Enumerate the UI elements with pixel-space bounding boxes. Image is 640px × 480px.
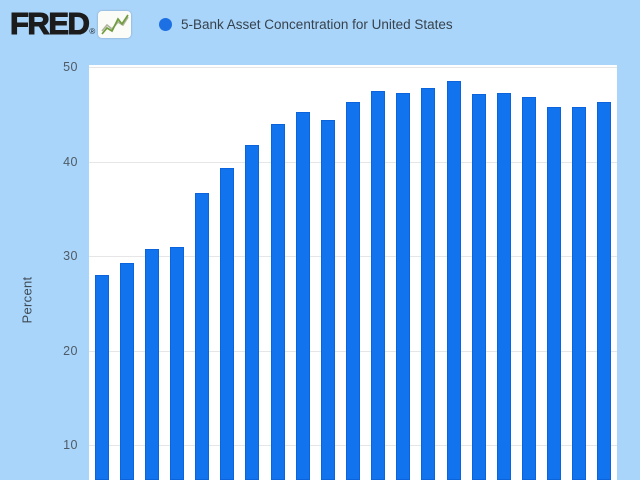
bar[interactable] [597,101,612,480]
bar[interactable] [522,97,536,480]
bar[interactable] [270,123,285,480]
bar[interactable] [320,119,335,480]
y-tick-label: 20 [63,343,78,358]
bar[interactable] [547,106,562,480]
legend-item[interactable]: 5-Bank Asset Concentration for United St… [159,16,453,32]
bar[interactable] [195,192,210,480]
bar[interactable] [421,87,436,480]
bar[interactable] [295,112,310,480]
y-tick-label: 10 [63,438,78,452]
bar[interactable] [94,274,109,480]
series-marker-icon [159,17,172,31]
line-chart-icon [98,10,132,38]
y-tick-label: 50 [63,60,78,74]
y-tick-label: 30 [63,249,78,263]
legend-label: 5-Bank Asset Concentration for United St… [181,16,453,32]
bar[interactable] [220,168,235,480]
registered-trademark-icon: ® [89,27,96,36]
gridline [89,67,617,68]
y-axis-title: Percent [19,276,35,324]
bar[interactable] [471,94,486,480]
fred-logo-text: FRED [9,6,90,41]
bar[interactable] [245,145,260,480]
bar[interactable] [346,101,360,480]
bar[interactable] [396,92,411,480]
bar[interactable] [572,106,587,480]
bar[interactable] [446,81,461,480]
y-tick-label: 40 [63,154,78,169]
bar[interactable] [144,249,159,480]
fred-logo[interactable]: FRED ® [9,6,132,41]
bar[interactable] [496,93,511,480]
bar[interactable] [119,262,134,480]
plot-area [89,65,617,480]
bar[interactable] [170,246,184,480]
bar[interactable] [371,90,386,480]
